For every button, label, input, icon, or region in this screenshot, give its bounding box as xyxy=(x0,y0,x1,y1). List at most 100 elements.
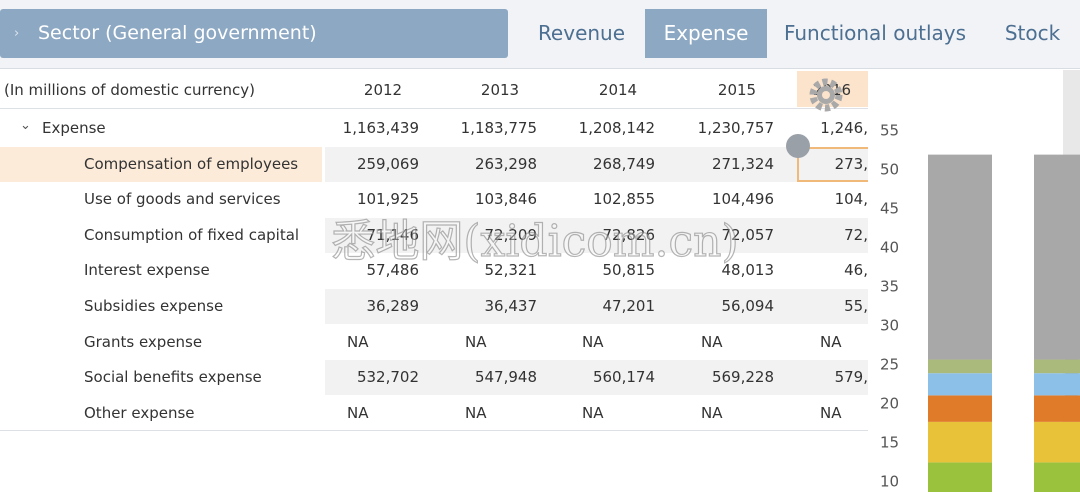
table-value: 268,749 xyxy=(592,154,655,173)
bar-segment xyxy=(1034,421,1080,463)
table-value: NA xyxy=(820,332,842,351)
table-value: 560,174 xyxy=(592,368,655,387)
column-header: 2015 xyxy=(717,81,757,99)
row-label: Use of goods and services xyxy=(84,190,281,209)
data-table: (In millions of domestic currency) 2012 20… xyxy=(0,69,868,492)
table-value: 48,013 xyxy=(721,261,775,280)
table-value: NA xyxy=(701,332,723,351)
table-value: NA xyxy=(465,403,487,422)
table-value: NA xyxy=(582,403,604,422)
y-tick-label: 25 xyxy=(880,355,899,373)
table-value: 532,702 xyxy=(356,368,419,387)
table-value: 71,146 xyxy=(366,225,420,244)
y-tick-label: 55 xyxy=(880,122,899,140)
bar-segment xyxy=(1034,359,1080,374)
nav-tab[interactable]: Functional outlays xyxy=(783,21,967,45)
table-value: 104,496 xyxy=(711,190,774,209)
column-header: 2013 xyxy=(480,81,520,99)
gear-icon xyxy=(809,78,843,112)
table-value: 579, xyxy=(834,368,868,387)
watermark: 悉地网(xidicom.cn) xyxy=(331,216,738,267)
row-label: Consumption of fixed capital xyxy=(84,225,300,244)
table-value: 72, xyxy=(844,225,868,244)
bar-segment xyxy=(928,462,992,492)
table-value: NA xyxy=(820,403,842,422)
table-value: 259,069 xyxy=(356,154,419,173)
nav-tab[interactable]: Expense xyxy=(645,9,767,58)
row-label: Subsidies expense xyxy=(84,297,224,315)
table-bottom-border xyxy=(0,430,868,432)
expand-chevron: ⌄ xyxy=(20,118,31,133)
table-value: 101,925 xyxy=(356,190,419,209)
sector-selector[interactable]: › Sector (General government) xyxy=(0,9,508,58)
y-tick-label: 45 xyxy=(880,200,899,218)
table-value: 47,201 xyxy=(602,297,656,315)
selected-cell xyxy=(797,146,868,182)
table-value: 547,948 xyxy=(474,368,537,387)
table-value: 273, xyxy=(834,154,868,173)
table-value: 103,846 xyxy=(474,190,537,209)
table-value: NA xyxy=(465,332,487,351)
table-value: 569,228 xyxy=(711,368,774,387)
row-highlight xyxy=(0,146,322,182)
table-value: 1,230,757 xyxy=(697,119,774,137)
table-value: 36,437 xyxy=(484,297,538,315)
table-value: NA xyxy=(701,403,723,422)
y-tick-label: 30 xyxy=(880,316,899,334)
table-value: NA xyxy=(347,403,369,422)
table-value: 1,208,142 xyxy=(578,119,655,137)
table-value: 72,209 xyxy=(484,225,538,244)
sector-text: Sector (General government) xyxy=(38,22,317,44)
y-tick-label: 15 xyxy=(880,433,899,451)
table-value: 36,289 xyxy=(366,297,420,315)
bar-segment xyxy=(928,359,992,374)
bar-segment xyxy=(928,373,992,396)
row-label: Other expense xyxy=(84,403,195,422)
column-header: 2012 xyxy=(363,81,403,99)
row-shade xyxy=(325,360,868,396)
table-value: 72,826 xyxy=(602,225,656,244)
bar-segment xyxy=(1034,373,1080,396)
table-value: 263,298 xyxy=(474,154,537,173)
y-tick-label: 40 xyxy=(880,239,899,257)
table-value: 104, xyxy=(834,190,868,209)
bar-segment xyxy=(928,154,992,360)
table-value: 1,246, xyxy=(820,119,868,137)
table-value: 57,486 xyxy=(366,261,420,280)
table-value: 1,183,775 xyxy=(460,119,537,137)
table-value: NA xyxy=(582,332,604,351)
nav-tab[interactable]: Revenue xyxy=(537,21,626,45)
bar-segment xyxy=(1034,154,1080,360)
table-value: 271,324 xyxy=(711,154,774,173)
row-label: Grants expense xyxy=(84,332,203,351)
column-header: 2014 xyxy=(598,81,638,99)
bar-segment xyxy=(1034,395,1080,422)
y-tick-label: 35 xyxy=(880,278,899,296)
drag-handle[interactable] xyxy=(786,134,810,158)
table-value: 102,855 xyxy=(592,190,655,209)
y-tick-label: 50 xyxy=(880,161,899,179)
row-label: Interest expense xyxy=(84,261,210,280)
table-value: 52,321 xyxy=(484,261,538,280)
row-label: Compensation of employees xyxy=(84,154,299,173)
row-shade xyxy=(325,146,868,182)
table-value: 46, xyxy=(844,261,868,280)
y-tick-label: 20 xyxy=(880,394,899,412)
row-label[interactable]: Expense xyxy=(42,119,106,137)
table-value: 55, xyxy=(844,297,868,315)
table-value: 72,057 xyxy=(721,225,775,244)
bar-segment xyxy=(1034,462,1080,492)
nav-tab[interactable]: Stock xyxy=(1004,21,1061,45)
chevron: › xyxy=(14,26,20,41)
table-value: NA xyxy=(347,332,369,351)
bar-segment xyxy=(928,395,992,422)
row-shade xyxy=(325,289,868,324)
top-bar: › Sector (General government) Revenue Expe… xyxy=(0,0,1080,69)
row-shade xyxy=(325,217,868,253)
unit-label: (In millions of domestic currency) xyxy=(4,81,255,99)
table-value: 56,094 xyxy=(721,297,775,315)
header-border xyxy=(0,108,868,109)
row-label: Social benefits expense xyxy=(84,368,262,387)
